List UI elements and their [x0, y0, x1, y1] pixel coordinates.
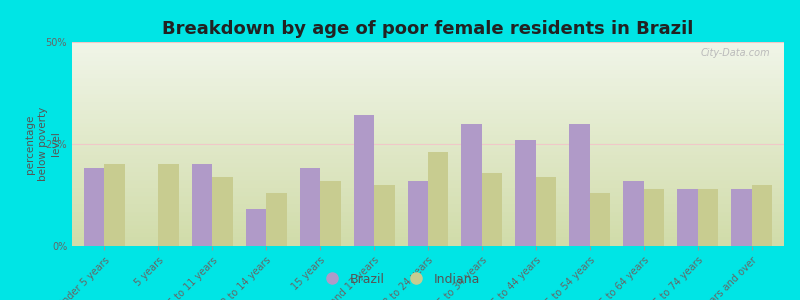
Bar: [50, 213, 800, 218]
Bar: [104, 164, 125, 246]
Bar: [50, 70, 800, 75]
Bar: [50, 124, 800, 128]
Bar: [50, 83, 800, 87]
Bar: [50, 132, 800, 136]
Bar: [50, 128, 800, 132]
Bar: [752, 185, 772, 246]
Bar: [50, 197, 800, 201]
Bar: [50, 177, 800, 181]
Bar: [50, 99, 800, 103]
Bar: [50, 221, 800, 226]
Bar: [50, 67, 800, 70]
Bar: [50, 144, 800, 148]
Bar: [428, 152, 449, 246]
Bar: [515, 140, 536, 246]
Bar: [158, 164, 179, 246]
Bar: [462, 124, 482, 246]
Bar: [407, 181, 428, 246]
Y-axis label: percentage
below poverty
level: percentage below poverty level: [25, 107, 61, 181]
Bar: [300, 169, 320, 246]
Bar: [50, 172, 800, 177]
Bar: [50, 169, 800, 172]
Legend: Brazil, Indiana: Brazil, Indiana: [315, 268, 485, 291]
Bar: [623, 181, 644, 246]
Bar: [50, 156, 800, 160]
Bar: [50, 79, 800, 83]
Bar: [50, 58, 800, 62]
Bar: [677, 189, 698, 246]
Bar: [50, 164, 800, 169]
Bar: [698, 189, 718, 246]
Bar: [50, 230, 800, 234]
Bar: [320, 181, 341, 246]
Bar: [590, 193, 610, 246]
Title: Breakdown by age of poor female residents in Brazil: Breakdown by age of poor female resident…: [162, 20, 694, 38]
Bar: [50, 140, 800, 144]
Bar: [50, 205, 800, 209]
Bar: [50, 95, 800, 99]
Bar: [731, 189, 752, 246]
Bar: [50, 218, 800, 221]
Bar: [644, 189, 664, 246]
Text: City-Data.com: City-Data.com: [700, 48, 770, 58]
Bar: [50, 148, 800, 152]
Bar: [50, 189, 800, 193]
Bar: [50, 193, 800, 197]
Bar: [246, 209, 266, 246]
Bar: [50, 160, 800, 164]
Bar: [50, 42, 800, 46]
Bar: [50, 152, 800, 156]
Bar: [50, 119, 800, 124]
Bar: [570, 124, 590, 246]
Bar: [50, 238, 800, 242]
Bar: [50, 46, 800, 50]
Bar: [50, 87, 800, 91]
Bar: [50, 103, 800, 107]
Bar: [50, 111, 800, 116]
Bar: [212, 177, 233, 246]
Bar: [50, 91, 800, 95]
Bar: [50, 209, 800, 213]
Bar: [50, 226, 800, 230]
Bar: [50, 75, 800, 79]
Bar: [50, 107, 800, 111]
Bar: [50, 54, 800, 58]
Bar: [50, 234, 800, 238]
Bar: [50, 242, 800, 246]
Bar: [482, 172, 502, 246]
Bar: [50, 181, 800, 185]
Bar: [536, 177, 556, 246]
Bar: [84, 169, 104, 246]
Bar: [192, 164, 212, 246]
Bar: [50, 185, 800, 189]
Bar: [50, 116, 800, 119]
Bar: [266, 193, 286, 246]
Bar: [50, 62, 800, 67]
Bar: [354, 116, 374, 246]
Bar: [50, 201, 800, 205]
Bar: [50, 136, 800, 140]
Bar: [50, 50, 800, 54]
Bar: [374, 185, 394, 246]
